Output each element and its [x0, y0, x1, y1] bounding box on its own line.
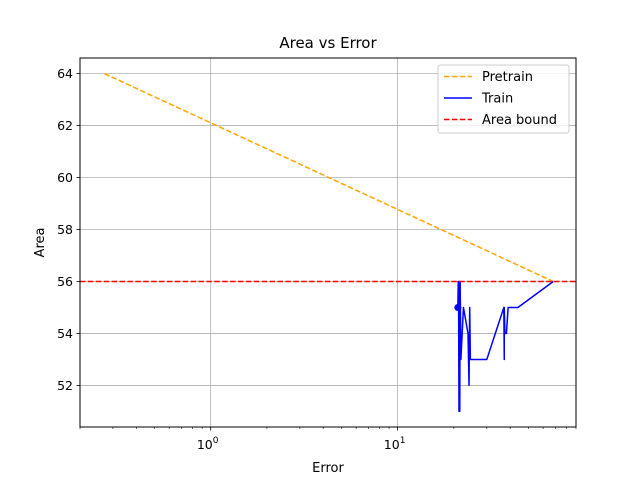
y-tick-label: 58 [57, 222, 73, 237]
y-tick-label: 52 [57, 378, 73, 393]
y-tick-label: 62 [57, 118, 73, 133]
legend-label: Pretrain [482, 70, 533, 85]
x-tick-label: 101 [384, 436, 406, 452]
series-train-line [457, 280, 554, 413]
x-tick-exponent: 0 [213, 436, 219, 446]
y-tick-label: 56 [57, 274, 73, 289]
series-layer [80, 72, 576, 413]
legend-label: Train [481, 92, 513, 107]
x-axis-label: Error [312, 461, 344, 476]
x-tick-label: 100 [197, 436, 219, 452]
series-pretrain-line [104, 72, 554, 283]
y-axis-label: Area [33, 228, 48, 258]
series-train-marker [454, 303, 462, 311]
x-tick-exponent: 1 [400, 436, 406, 446]
y-tick-label: 60 [57, 170, 73, 185]
x-tick-base: 10 [197, 437, 213, 452]
legend-box [437, 64, 570, 134]
plot-frame [79, 57, 577, 428]
y-tick-label: 54 [57, 326, 73, 341]
y-tick-label: 64 [57, 66, 73, 81]
chart-title: Area vs Error [279, 34, 377, 52]
legend: Pretrain Train Area bound [437, 64, 570, 134]
x-tick-base: 10 [384, 437, 400, 452]
legend-label: Area bound [482, 113, 557, 128]
